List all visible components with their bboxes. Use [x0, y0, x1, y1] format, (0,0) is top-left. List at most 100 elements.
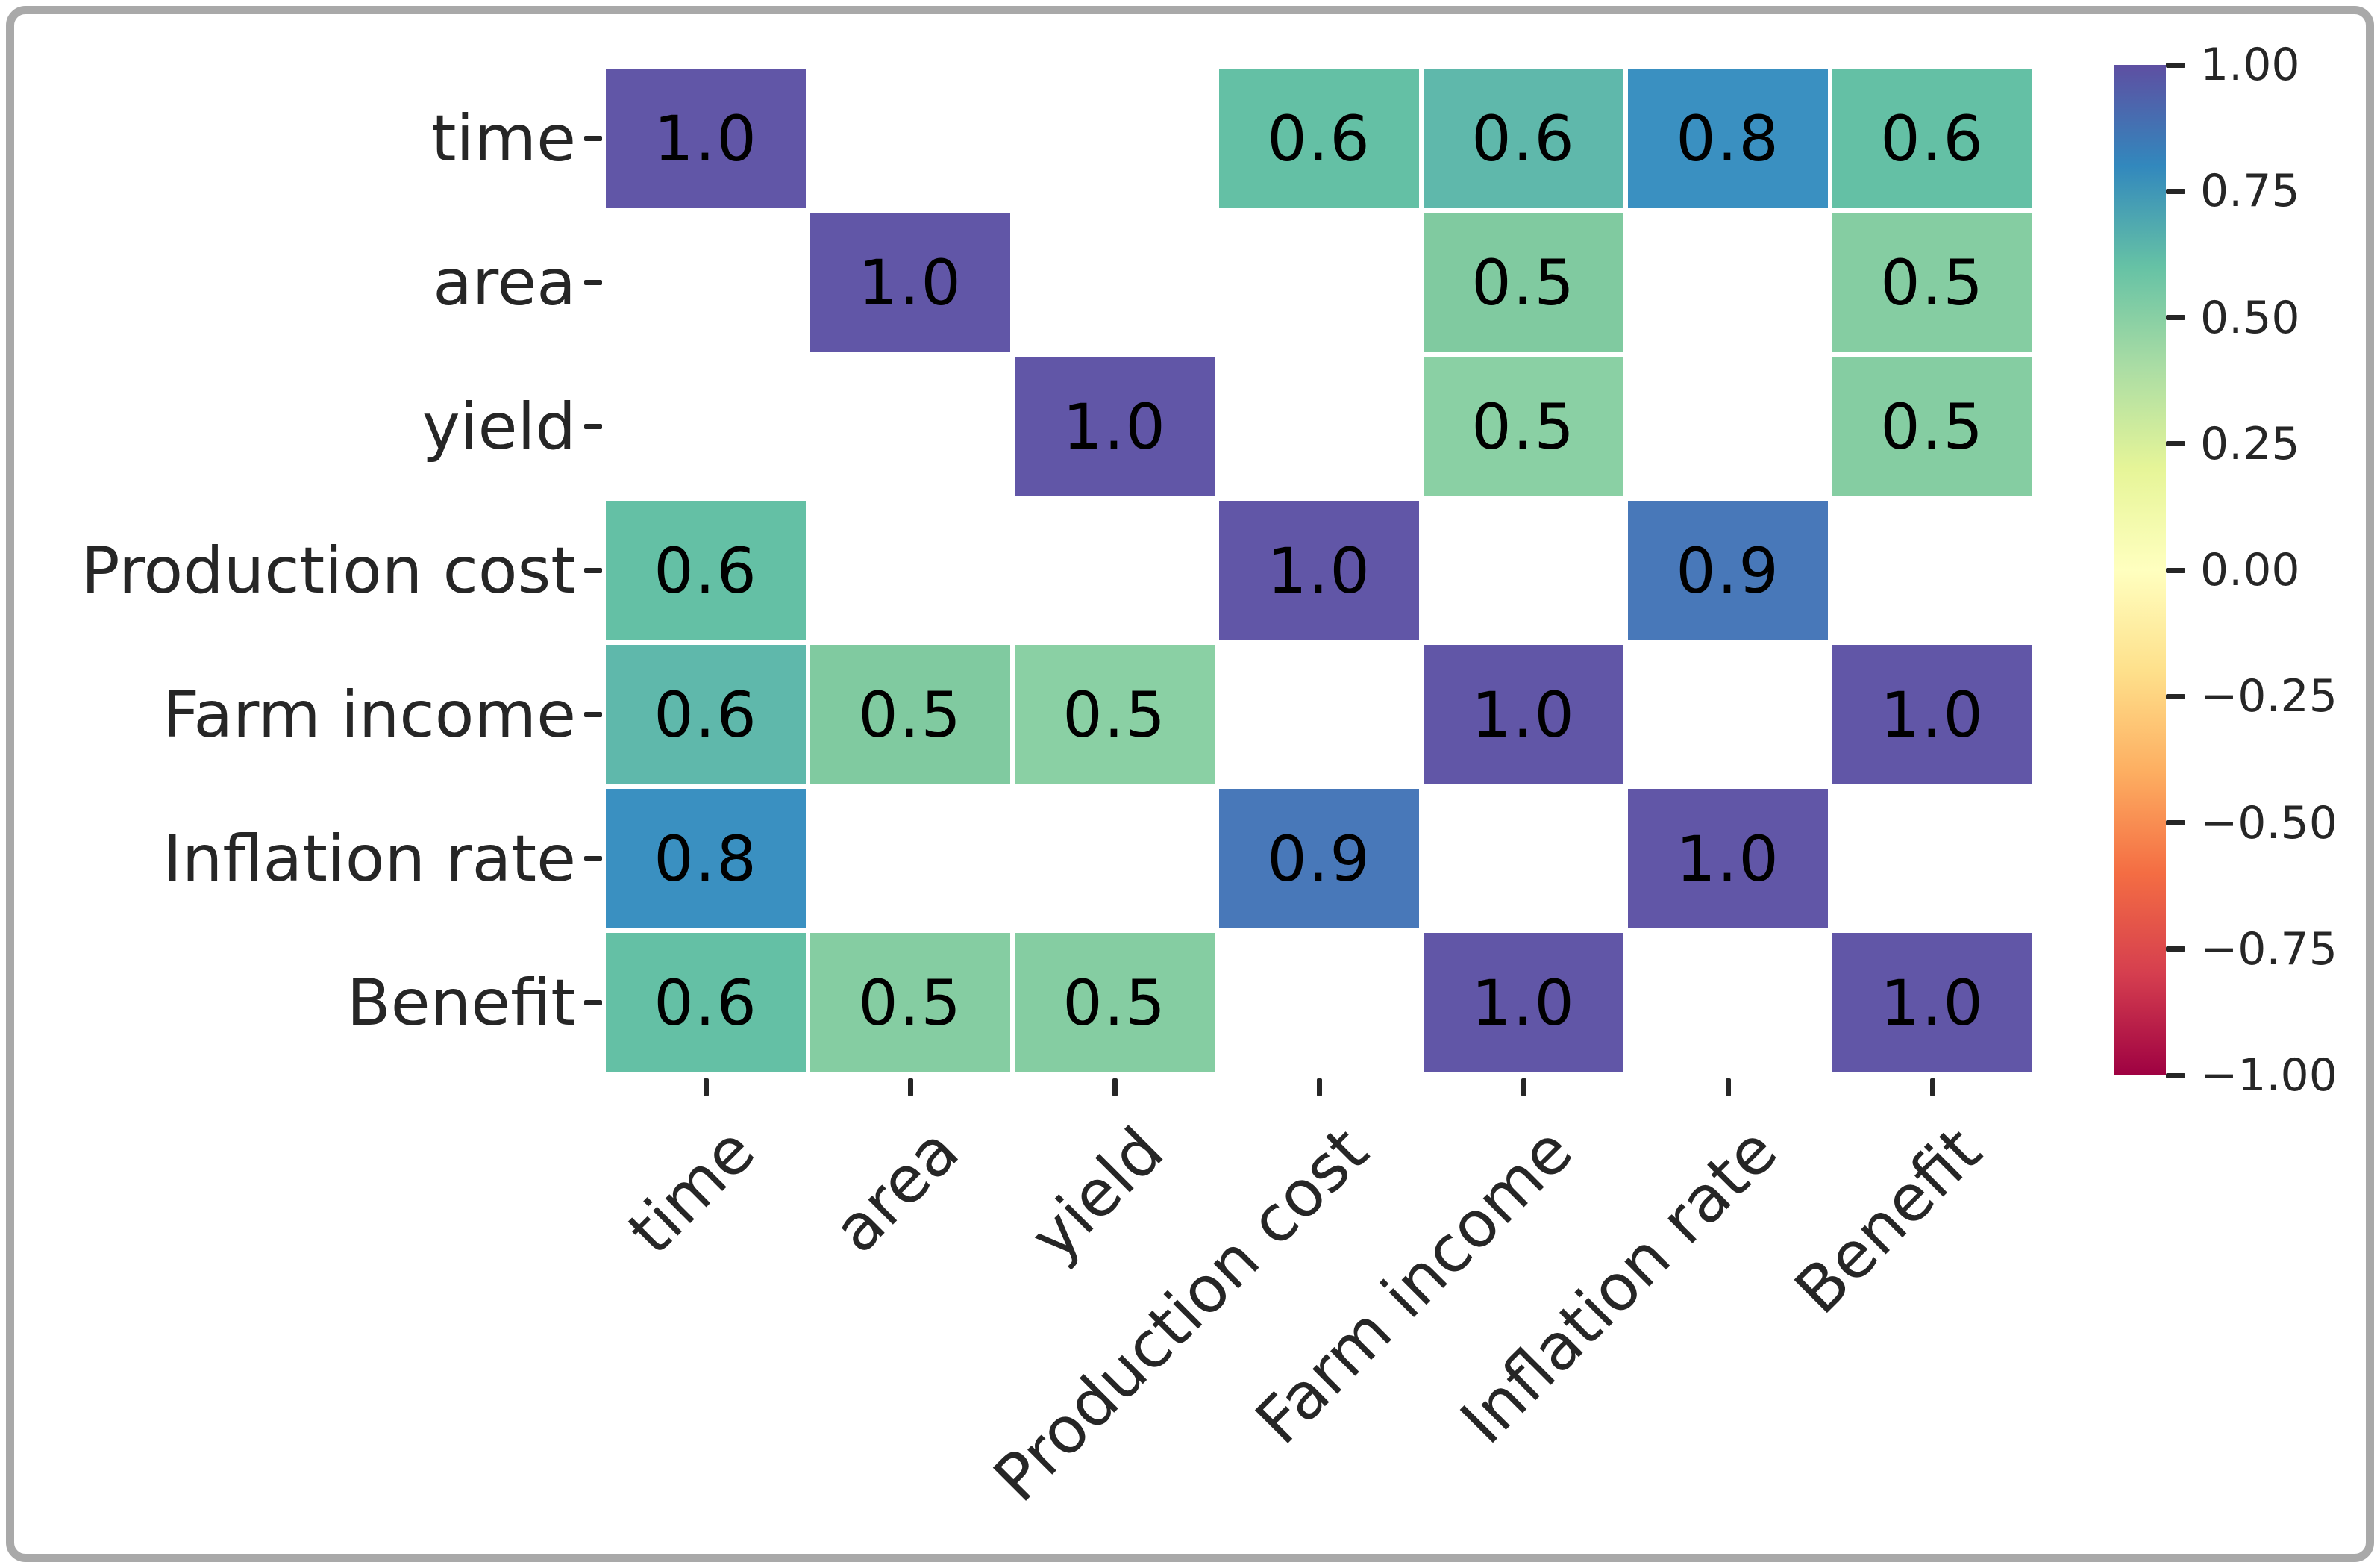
cell-annotation: 0.6	[1880, 101, 1985, 175]
y-axis-label-yield: yield	[422, 389, 576, 464]
cell-annotation: 1.0	[654, 101, 758, 175]
cell-annotation: 1.0	[1880, 966, 1985, 1040]
cell-annotation: 0.5	[1062, 966, 1167, 1040]
cell-annotation: 0.9	[1267, 822, 1371, 896]
cell-annotation: 0.6	[654, 966, 758, 1040]
colorbar-tick	[2166, 693, 2185, 699]
cell-annotation: 1.0	[858, 246, 962, 319]
cell-time-inflation-rate: 0.8	[1628, 69, 1828, 208]
cell-production-cost-inflation-rate: 0.9	[1628, 501, 1828, 640]
cell-area-area: 1.0	[810, 213, 1010, 352]
colorbar-tick	[2166, 62, 2185, 68]
cell-annotation: 0.8	[654, 822, 758, 896]
cell-annotation: 0.9	[1676, 534, 1780, 607]
y-tick	[584, 568, 602, 573]
x-tick	[1725, 1078, 1731, 1096]
colorbar-tick-label: 1.00	[2200, 39, 2300, 91]
x-axis-label-yield: yield	[1016, 1113, 1178, 1275]
cell-annotation: 0.6	[1267, 101, 1371, 175]
colorbar-gradient	[2114, 65, 2166, 1075]
y-axis-label-time: time	[430, 101, 576, 176]
cell-annotation: 0.5	[858, 678, 962, 752]
cell-annotation: 1.0	[1062, 390, 1167, 463]
y-tick	[584, 424, 602, 429]
cell-yield-yield: 1.0	[1015, 357, 1215, 496]
y-tick	[584, 1000, 602, 1005]
cell-annotation: 1.0	[1267, 534, 1371, 607]
y-axis-label-area: area	[433, 245, 576, 320]
cell-time-time: 1.0	[606, 69, 806, 208]
cell-inflation-rate-production-cost: 0.9	[1219, 789, 1419, 928]
colorbar-tick-label: 0.25	[2200, 417, 2300, 470]
cell-farm-income-time: 0.6	[606, 645, 806, 784]
colorbar-tick	[2166, 567, 2185, 573]
colorbar-tick-label: −0.25	[2200, 670, 2337, 723]
y-tick	[584, 712, 602, 717]
colorbar-tick	[2166, 441, 2185, 447]
cell-annotation: 0.5	[1880, 246, 1985, 319]
cell-area-benefit: 0.5	[1832, 213, 2032, 352]
cell-annotation: 0.5	[858, 966, 962, 1040]
cell-benefit-farm-income: 1.0	[1424, 933, 1623, 1072]
cell-benefit-yield: 0.5	[1015, 933, 1215, 1072]
cell-annotation: 0.6	[654, 678, 758, 752]
cell-time-benefit: 0.6	[1832, 69, 2032, 208]
cell-farm-income-farm-income: 1.0	[1424, 645, 1623, 784]
cell-farm-income-benefit: 1.0	[1832, 645, 2032, 784]
cell-annotation: 0.5	[1062, 678, 1167, 752]
cell-annotation: 0.6	[654, 534, 758, 607]
x-axis-label-time: time	[613, 1113, 769, 1269]
y-tick	[584, 136, 602, 141]
colorbar-tick-label: −1.00	[2200, 1049, 2337, 1102]
cell-time-production-cost: 0.6	[1219, 69, 1419, 208]
colorbar-tick-label: 0.00	[2200, 544, 2300, 596]
cell-benefit-benefit: 1.0	[1832, 933, 2032, 1072]
y-tick	[584, 280, 602, 285]
x-axis-label-area: area	[819, 1113, 974, 1268]
x-tick	[1929, 1078, 1935, 1096]
cell-annotation: 0.6	[1471, 101, 1576, 175]
cell-annotation: 1.0	[1471, 966, 1576, 1040]
colorbar-tick	[2166, 820, 2185, 825]
cell-annotation: 0.5	[1471, 246, 1576, 319]
colorbar-tick	[2166, 946, 2185, 952]
cell-annotation: 1.0	[1676, 822, 1780, 896]
cell-farm-income-yield: 0.5	[1015, 645, 1215, 784]
colorbar-tick	[2166, 315, 2185, 320]
cell-production-cost-time: 0.6	[606, 501, 806, 640]
cell-production-cost-production-cost: 1.0	[1219, 501, 1419, 640]
cell-annotation: 0.5	[1880, 390, 1985, 463]
cell-benefit-time: 0.6	[606, 933, 806, 1072]
cell-yield-benefit: 0.5	[1832, 357, 2032, 496]
x-axis-label-production-cost: Production cost	[979, 1113, 1382, 1517]
x-tick	[1521, 1078, 1526, 1096]
cell-farm-income-area: 0.5	[810, 645, 1010, 784]
cell-time-farm-income: 0.6	[1424, 69, 1623, 208]
colorbar-tick	[2166, 1072, 2185, 1078]
y-tick	[584, 856, 602, 861]
cell-yield-farm-income: 0.5	[1424, 357, 1623, 496]
cell-annotation: 0.8	[1676, 101, 1780, 175]
colorbar-tick	[2166, 188, 2185, 194]
x-tick	[1316, 1078, 1322, 1096]
cell-area-farm-income: 0.5	[1424, 213, 1623, 352]
cell-benefit-area: 0.5	[810, 933, 1010, 1072]
x-tick	[1112, 1078, 1118, 1096]
y-axis-label-benefit: Benefit	[346, 965, 576, 1040]
colorbar-tick-label: −0.50	[2200, 796, 2337, 849]
cell-annotation: 1.0	[1471, 678, 1576, 752]
y-axis-label-farm-income: Farm income	[162, 677, 576, 752]
cell-inflation-rate-time: 0.8	[606, 789, 806, 928]
colorbar-tick-label: 0.75	[2200, 165, 2300, 218]
colorbar-tick-label: −0.75	[2200, 922, 2337, 975]
x-tick	[703, 1078, 709, 1096]
cell-inflation-rate-inflation-rate: 1.0	[1628, 789, 1828, 928]
x-tick	[907, 1078, 913, 1096]
cell-annotation: 0.5	[1471, 390, 1576, 463]
colorbar-tick-label: 0.50	[2200, 291, 2300, 344]
cell-annotation: 1.0	[1880, 678, 1985, 752]
x-axis-label-benefit: Benefit	[1780, 1113, 1996, 1328]
y-axis-label-inflation-rate: Inflation rate	[163, 821, 577, 896]
